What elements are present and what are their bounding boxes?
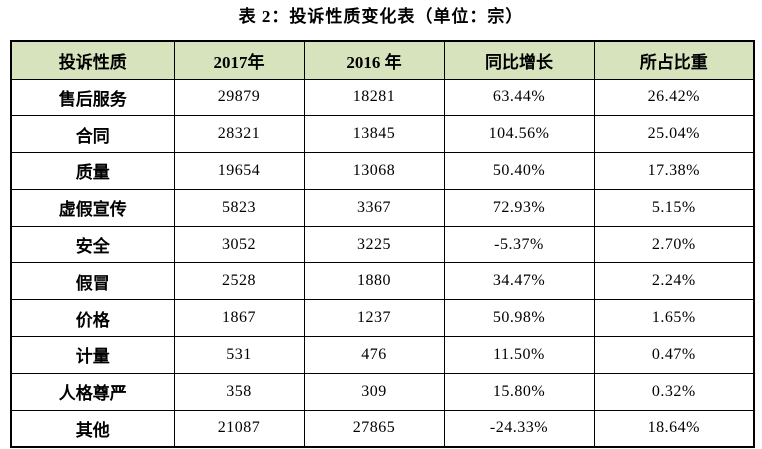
- row-label-cell: 质量: [10, 152, 175, 190]
- table-row: 虚假宣传 5823 3367 72.93% 5.15%: [10, 188, 755, 227]
- value-cell-2017: 3052: [173, 225, 305, 264]
- value-cell-2016: 1237: [303, 299, 445, 338]
- value-cell-share: 1.65%: [593, 299, 755, 338]
- column-header-yoy: 同比增长: [443, 40, 595, 80]
- table-body: 售后服务 29879 18281 63.44% 26.42% 合同 28321 …: [10, 78, 755, 448]
- table-caption: 表 2：投诉性质变化表（单位：宗）: [238, 7, 524, 26]
- row-label-cell: 虚假宣传: [10, 188, 175, 227]
- table-row: 其他 21087 27865 -24.33% 18.64%: [10, 409, 755, 448]
- value-cell-share: 0.32%: [593, 372, 755, 411]
- value-cell-2016: 3367: [303, 188, 445, 227]
- table-row: 价格 1867 1237 50.98% 1.65%: [10, 299, 755, 338]
- column-header-nature: 投诉性质: [10, 40, 175, 80]
- value-cell-2017: 19654: [173, 152, 305, 190]
- table-row: 合同 28321 13845 104.56% 25.04%: [10, 115, 755, 154]
- row-label-cell: 安全: [10, 225, 175, 264]
- table-header-row: 投诉性质 2017年 2016 年 同比增长 所占比重: [10, 40, 755, 80]
- value-cell-2016: 476: [303, 336, 445, 374]
- value-cell-2017: 5823: [173, 188, 305, 227]
- value-cell-share: 18.64%: [593, 409, 755, 448]
- table-row: 售后服务 29879 18281 63.44% 26.42%: [10, 78, 755, 117]
- value-cell-share: 26.42%: [593, 78, 755, 117]
- value-cell-2017: 358: [173, 372, 305, 411]
- value-cell-yoy: 34.47%: [443, 262, 595, 301]
- value-cell-yoy: 50.98%: [443, 299, 595, 338]
- complaint-nature-table: 投诉性质 2017年 2016 年 同比增长 所占比重 售后服务 29879 1…: [10, 40, 755, 448]
- value-cell-yoy: 72.93%: [443, 188, 595, 227]
- value-cell-yoy: -24.33%: [443, 409, 595, 448]
- row-label-cell: 合同: [10, 115, 175, 154]
- table-row: 质量 19654 13068 50.40% 17.38%: [10, 152, 755, 190]
- value-cell-2016: 13068: [303, 152, 445, 190]
- table-row: 假冒 2528 1880 34.47% 2.24%: [10, 262, 755, 301]
- value-cell-yoy: -5.37%: [443, 225, 595, 264]
- row-label-cell: 售后服务: [10, 78, 175, 117]
- row-label-cell: 其他: [10, 409, 175, 448]
- value-cell-2017: 1867: [173, 299, 305, 338]
- value-cell-2016: 18281: [303, 78, 445, 117]
- value-cell-share: 0.47%: [593, 336, 755, 374]
- column-header-2016: 2016 年: [303, 40, 445, 80]
- row-label-cell: 计量: [10, 336, 175, 374]
- value-cell-2016: 3225: [303, 225, 445, 264]
- row-label-cell: 人格尊严: [10, 372, 175, 411]
- value-cell-2017: 21087: [173, 409, 305, 448]
- column-header-2017: 2017年: [173, 40, 305, 80]
- row-label-cell: 价格: [10, 299, 175, 338]
- row-label-cell: 假冒: [10, 262, 175, 301]
- value-cell-2017: 2528: [173, 262, 305, 301]
- column-header-share: 所占比重: [593, 40, 755, 80]
- value-cell-2016: 309: [303, 372, 445, 411]
- value-cell-share: 2.70%: [593, 225, 755, 264]
- value-cell-yoy: 50.40%: [443, 152, 595, 190]
- value-cell-share: 5.15%: [593, 188, 755, 227]
- value-cell-yoy: 104.56%: [443, 115, 595, 154]
- table-row: 计量 531 476 11.50% 0.47%: [10, 336, 755, 374]
- value-cell-share: 25.04%: [593, 115, 755, 154]
- value-cell-yoy: 11.50%: [443, 336, 595, 374]
- value-cell-2016: 1880: [303, 262, 445, 301]
- value-cell-share: 2.24%: [593, 262, 755, 301]
- table-row: 安全 3052 3225 -5.37% 2.70%: [10, 225, 755, 264]
- value-cell-2017: 531: [173, 336, 305, 374]
- value-cell-yoy: 15.80%: [443, 372, 595, 411]
- value-cell-yoy: 63.44%: [443, 78, 595, 117]
- value-cell-2016: 27865: [303, 409, 445, 448]
- value-cell-share: 17.38%: [593, 152, 755, 190]
- value-cell-2017: 28321: [173, 115, 305, 154]
- value-cell-2017: 29879: [173, 78, 305, 117]
- table-row: 人格尊严 358 309 15.80% 0.32%: [10, 372, 755, 411]
- value-cell-2016: 13845: [303, 115, 445, 154]
